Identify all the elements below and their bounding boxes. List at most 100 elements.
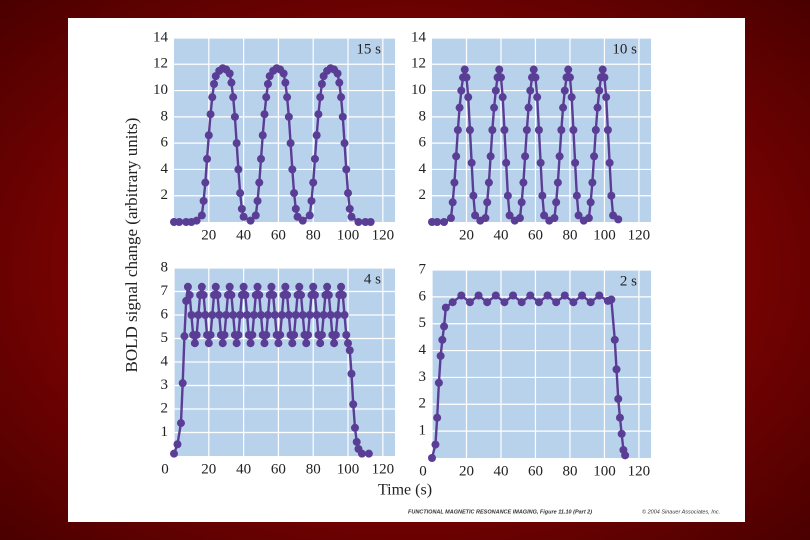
- point: [555, 152, 564, 161]
- point: [436, 351, 445, 360]
- point: [440, 218, 449, 226]
- x-tick-label: 60: [271, 227, 286, 243]
- point: [251, 211, 260, 220]
- point: [232, 139, 241, 148]
- point: [350, 423, 359, 432]
- point: [295, 282, 304, 291]
- point: [335, 78, 344, 87]
- point: [286, 139, 295, 148]
- point: [352, 437, 361, 446]
- caption-title: FUNCTIONAL MAGNETIC RESONANCE IMAGING, F…: [408, 509, 592, 515]
- x-tick-label: 20: [201, 461, 216, 477]
- point: [291, 204, 300, 213]
- point: [569, 126, 578, 134]
- y-tick-label: 8: [419, 108, 427, 124]
- point: [460, 65, 469, 74]
- point: [324, 291, 333, 300]
- x-tick-label: 40: [493, 227, 508, 243]
- point: [255, 178, 264, 187]
- point: [284, 112, 293, 121]
- point: [260, 339, 269, 348]
- point: [241, 291, 250, 300]
- point: [366, 218, 375, 226]
- point: [521, 152, 530, 161]
- point: [237, 204, 246, 213]
- point: [250, 311, 259, 319]
- point: [307, 196, 316, 205]
- point: [491, 86, 500, 95]
- point: [283, 93, 292, 102]
- point: [540, 211, 549, 220]
- point: [290, 330, 299, 339]
- point: [319, 311, 328, 319]
- x-tick-label: 20: [459, 463, 474, 479]
- point: [182, 296, 191, 305]
- point: [317, 80, 326, 88]
- point: [201, 178, 210, 187]
- point: [263, 311, 272, 319]
- point: [246, 216, 255, 225]
- x-tick-label: 60: [528, 227, 543, 243]
- point: [297, 291, 306, 300]
- y-tick-label: 5: [419, 315, 427, 331]
- y-tick-label: 2: [161, 187, 169, 203]
- point: [612, 365, 621, 374]
- series: [170, 64, 375, 226]
- point: [457, 86, 466, 95]
- point: [502, 158, 511, 167]
- point: [337, 93, 346, 102]
- point: [440, 322, 449, 331]
- point: [274, 339, 283, 348]
- point: [538, 191, 547, 200]
- y-tick-label: 12: [411, 56, 426, 72]
- point: [333, 69, 342, 78]
- y-tick-label: 2: [161, 400, 169, 416]
- y-tick-label: 14: [153, 29, 169, 45]
- point: [564, 65, 573, 74]
- point: [236, 311, 245, 319]
- point: [500, 298, 509, 307]
- x-tick-label: 0: [161, 461, 169, 477]
- x-tick-label: 100: [593, 227, 616, 243]
- point: [199, 291, 208, 300]
- point: [354, 218, 363, 226]
- point: [483, 198, 492, 207]
- point: [316, 339, 325, 348]
- point: [222, 311, 231, 319]
- x-tick-label: 80: [306, 227, 321, 243]
- series: [428, 291, 630, 462]
- point: [288, 339, 297, 348]
- point: [211, 282, 220, 291]
- point: [190, 339, 199, 348]
- point: [603, 126, 612, 134]
- point: [590, 152, 599, 161]
- point: [204, 339, 213, 348]
- point: [342, 165, 351, 174]
- series: [170, 282, 373, 458]
- point: [517, 298, 526, 307]
- point: [496, 73, 505, 82]
- point: [309, 282, 318, 291]
- x-tick-label: 80: [562, 227, 577, 243]
- point: [428, 454, 436, 462]
- point: [206, 110, 215, 119]
- x-tick-label: 20: [459, 227, 474, 243]
- point: [586, 298, 595, 307]
- point: [462, 73, 471, 82]
- point: [434, 378, 443, 387]
- point: [345, 346, 354, 355]
- x-tick-label: 120: [372, 227, 395, 243]
- y-tick-label: 3: [161, 377, 169, 393]
- y-tick-label: 6: [161, 306, 169, 322]
- point: [305, 311, 314, 319]
- point: [232, 339, 241, 348]
- point: [229, 93, 238, 102]
- x-tick-label: 120: [628, 463, 651, 479]
- point: [203, 154, 212, 163]
- point: [284, 311, 293, 319]
- point: [491, 291, 500, 300]
- point: [534, 298, 543, 307]
- point: [215, 311, 224, 319]
- point: [495, 65, 504, 74]
- point: [180, 332, 189, 341]
